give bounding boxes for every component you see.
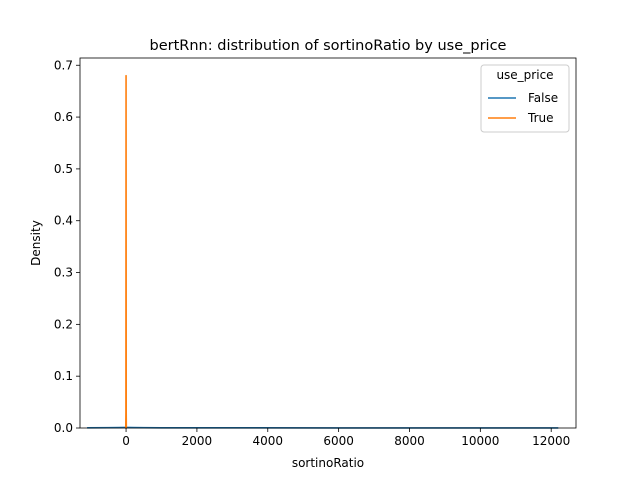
chart-title: bertRnn: distribution of sortinoRatio by… (150, 38, 507, 54)
legend-frame (480, 64, 570, 133)
legend-label-false: False (528, 91, 558, 105)
x-axis-label: sortinoRatio (292, 456, 364, 470)
x-tick-label: 12000 (532, 434, 570, 448)
x-tick-label: 8000 (394, 434, 425, 448)
y-axis-label: Density (29, 220, 43, 266)
y-tick-label: 0.0 (54, 421, 73, 435)
legend-label-true: True (527, 111, 554, 125)
plot-frame (79, 57, 577, 429)
x-tick-label: 0 (122, 434, 130, 448)
series-line-true (124, 74, 128, 429)
y-tick-label: 0.5 (54, 162, 73, 176)
y-tick-label: 0.2 (54, 317, 73, 331)
y-tick-label: 0.3 (54, 266, 73, 280)
x-tick-label: 10000 (461, 434, 499, 448)
x-tick-label: 6000 (323, 434, 354, 448)
y-tick-label: 0.1 (54, 369, 73, 383)
y-tick-label: 0.6 (54, 110, 73, 124)
legend-title: use_price (496, 68, 553, 82)
y-tick-label: 0.4 (54, 214, 73, 228)
y-axis: 0.0 0.1 0.2 0.3 0.4 0.5 0.6 0.7 (54, 58, 80, 435)
legend: use_price False True (480, 64, 570, 133)
x-tick-label: 2000 (182, 434, 213, 448)
x-tick-label: 4000 (252, 434, 283, 448)
y-tick-label: 0.7 (54, 58, 73, 72)
x-axis: 0 2000 4000 6000 8000 10000 12000 (122, 428, 570, 448)
